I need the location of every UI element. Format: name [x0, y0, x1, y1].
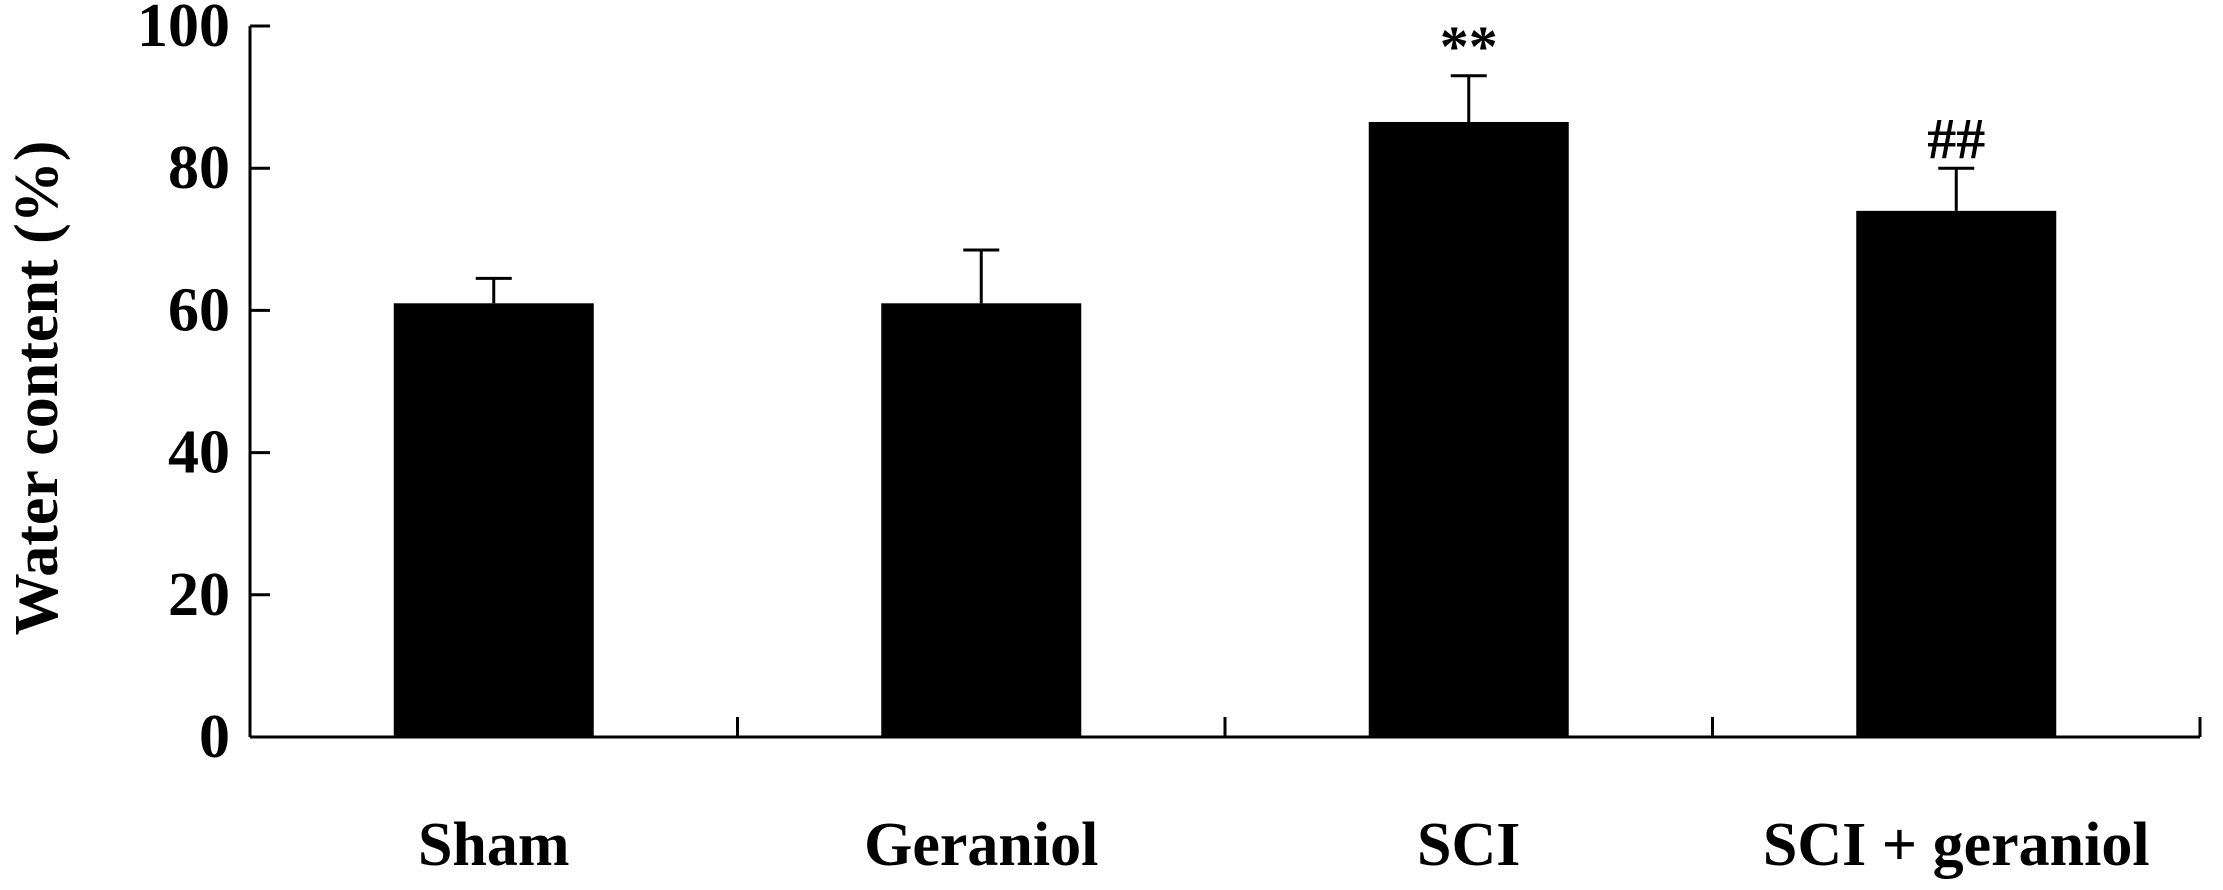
x-category-label: SCI + geraniol: [1763, 811, 2150, 879]
y-tick-label: 20: [168, 561, 230, 629]
bar: [1368, 121, 1569, 738]
y-tick-label: 0: [199, 703, 230, 771]
y-tick-label: 80: [168, 134, 230, 202]
bar: [393, 303, 594, 737]
x-category-label: SCI: [1417, 811, 1520, 879]
bars-layer: [393, 74, 2057, 738]
labels-layer: 0 20 40 60 80 100 Sham Geraniol SCI ** SCI + geran…: [137, 0, 2150, 879]
y-tick-label: 60: [168, 276, 230, 344]
bar: [881, 303, 1082, 737]
x-category-label: Geraniol: [864, 811, 1098, 879]
significance-marker: ##: [1927, 106, 1985, 171]
bar: [1856, 210, 2057, 738]
significance-marker: **: [1440, 14, 1498, 79]
x-category-label: Sham: [418, 811, 570, 879]
y-tick-label: 40: [168, 419, 230, 487]
axes-layer: [248, 24, 2202, 739]
y-axis-title: Water content (%): [3, 141, 71, 636]
y-tick-label: 100: [137, 0, 230, 60]
